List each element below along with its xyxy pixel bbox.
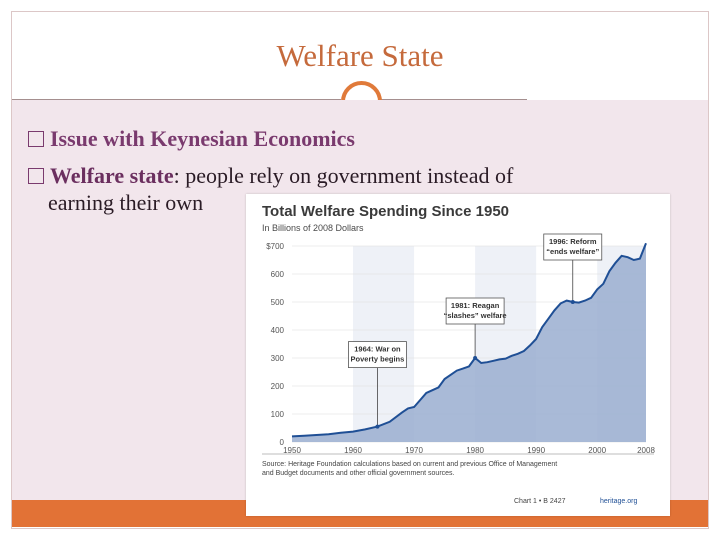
annotation-label: “slashes” welfare: [444, 311, 507, 320]
x-tick-label: 1970: [405, 446, 423, 455]
y-tick-label: $700: [266, 242, 284, 251]
chart-footer-brand: heritage.org: [600, 498, 637, 505]
title-divider-right: [381, 99, 527, 100]
spending-area: [292, 243, 646, 442]
checkbox-bullet-icon: [28, 168, 44, 184]
title-divider-left: [12, 99, 341, 100]
x-axis-ticks: 1950 1960 1970 1980 1990 2000 2008: [283, 446, 655, 455]
annotation-point: [570, 300, 575, 304]
annotation-point: [473, 356, 478, 360]
slide-frame: [11, 11, 709, 529]
y-tick-label: 400: [271, 326, 285, 335]
annotation-box: [543, 233, 603, 261]
annotation-box: [348, 341, 407, 369]
annotation-label: 1964: War on: [354, 345, 401, 354]
bullet-2: Welfare state: people rely on government…: [28, 163, 513, 189]
annotation-label: 1996: Reform: [549, 237, 597, 246]
chart-footer: Chart 1 • B 2427: [514, 498, 566, 505]
y-tick-label: 500: [271, 298, 285, 307]
bullet-1-text: Issue with Keynesian Economics: [50, 126, 355, 151]
bullet-2-text: : people rely on government instead of: [173, 163, 514, 188]
y-tick-label: 300: [271, 354, 285, 363]
annotation-point: [375, 424, 380, 429]
y-tick-label: 600: [271, 270, 285, 279]
annotation-label: Poverty begins: [351, 355, 405, 364]
annotation-label: 1981: Reagan: [451, 301, 500, 310]
bullet-2-term: Welfare state: [50, 163, 174, 188]
welfare-spending-chart: Total Welfare Spending Since 1950 In Bil…: [246, 194, 670, 516]
spending-line: [291, 242, 647, 438]
x-tick-label: 1980: [466, 446, 484, 455]
y-tick-label: 100: [271, 410, 285, 419]
chart-svg: Total Welfare Spending Since 1950 In Bil…: [262, 203, 655, 505]
annotation-box: [445, 297, 505, 325]
source-line-1: Source: Heritage Foundation calculations…: [262, 461, 557, 468]
x-tick-label: 2008: [637, 446, 655, 455]
chart-title: Total Welfare Spending Since 1950: [262, 203, 509, 220]
source-line-2: and Budget documents and other official …: [262, 470, 455, 477]
y-axis-ticks: 0 100 200 300 400 500 600 $700: [266, 242, 284, 447]
x-tick-label: 1950: [283, 446, 301, 455]
y-tick-label: 0: [280, 438, 285, 447]
chart-subtitle: In Billions of 2008 Dollars: [262, 223, 364, 233]
bullet-1: Issue with Keynesian Economics: [28, 126, 355, 152]
slide-title: Welfare State: [276, 38, 444, 73]
x-tick-label: 2000: [588, 446, 606, 455]
x-tick-label: 1990: [527, 446, 545, 455]
checkbox-bullet-icon: [28, 131, 44, 147]
bullet-2-continuation: earning their own: [48, 190, 204, 215]
annotation-label: “ends welfare”: [546, 247, 599, 256]
x-tick-label: 1960: [344, 446, 362, 455]
y-tick-label: 200: [271, 382, 285, 391]
